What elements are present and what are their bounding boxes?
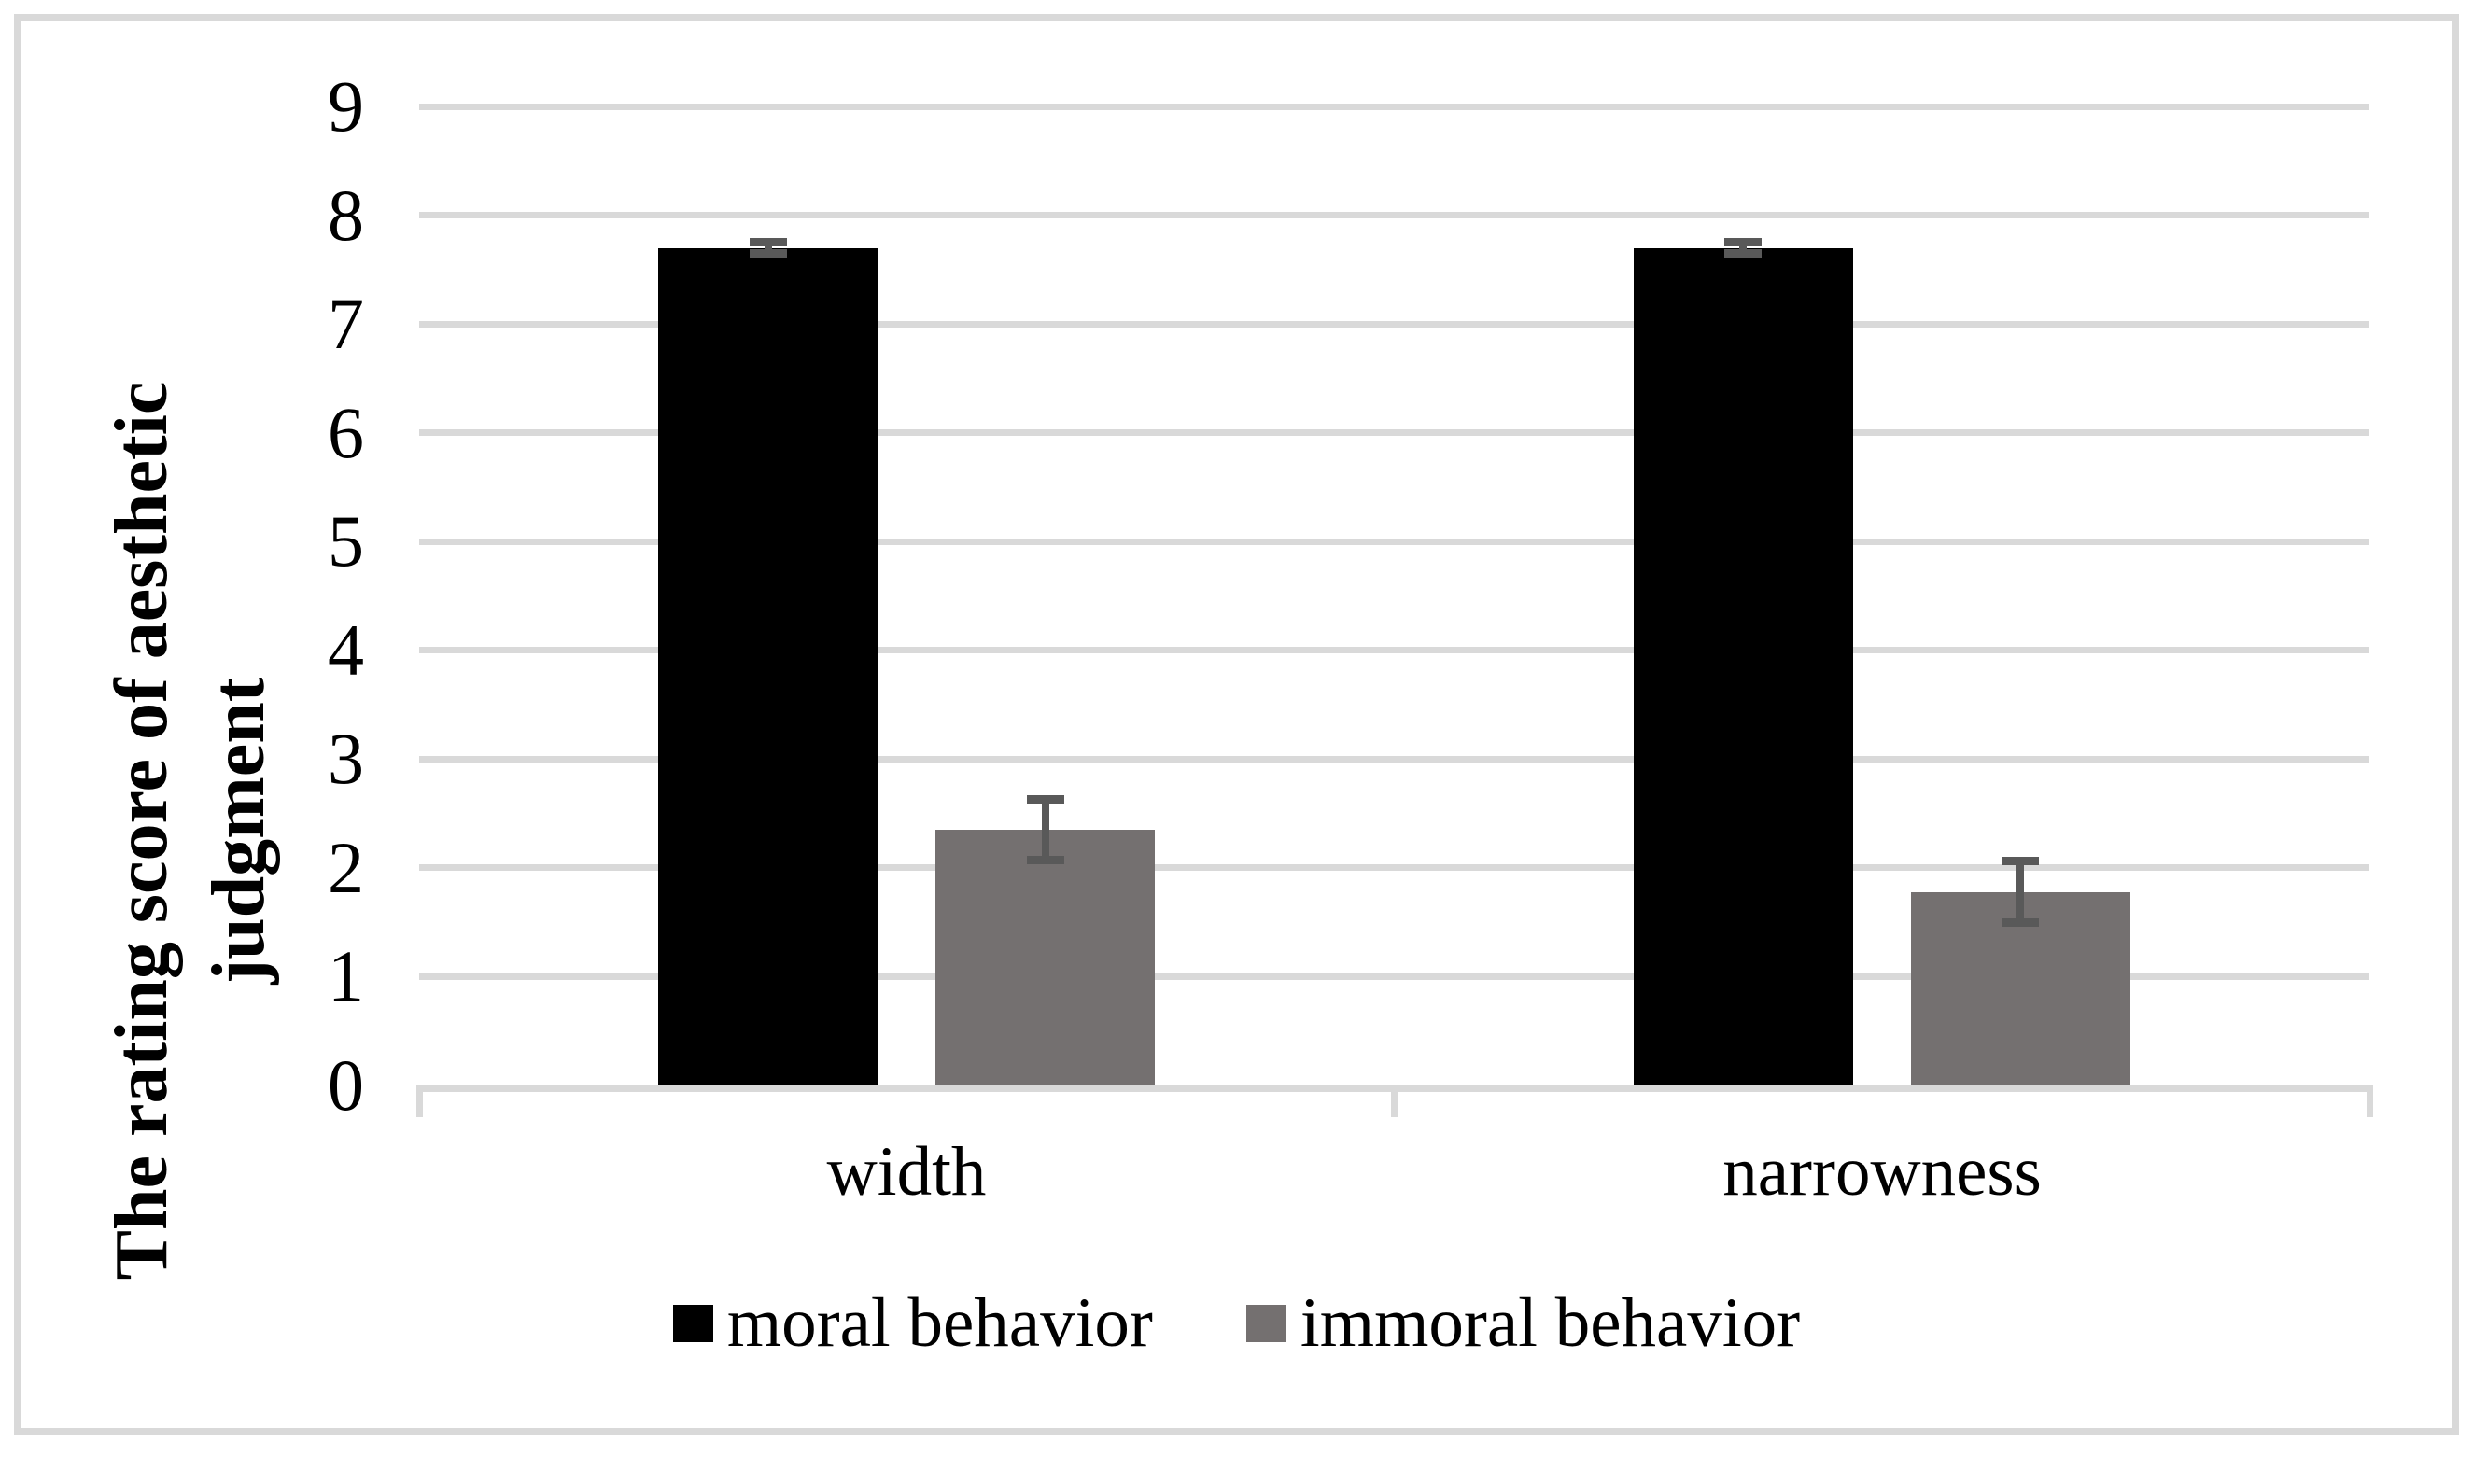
- legend-swatch-immoral-behavior: [1245, 1305, 1286, 1342]
- y-tick-label-1: 1: [328, 935, 364, 1017]
- bar-moral-behavior-width: [658, 247, 878, 1085]
- y-tick-label-7: 7: [328, 283, 364, 365]
- y-tick-label-4: 4: [328, 609, 364, 691]
- y-tick-label-6: 6: [328, 391, 364, 473]
- y-axis-title-line-1: The rating score of aesthetic: [101, 381, 183, 1281]
- error-bar-cap-bottom: [1724, 248, 1763, 258]
- y-tick-label-5: 5: [328, 500, 364, 582]
- error-bar-cap-top: [1724, 238, 1763, 247]
- gridline-9: [419, 103, 2369, 110]
- error-bar-cap-top: [749, 238, 787, 247]
- bar-immoral-behavior-width: [935, 830, 1156, 1085]
- gridline-1: [419, 973, 2369, 980]
- error-bar-cap-bottom: [749, 248, 787, 258]
- gridline-3: [419, 755, 2369, 763]
- x-category-label-narrowness: narrowness: [1722, 1133, 2042, 1211]
- x-axis-tick-2: [2366, 1085, 2373, 1117]
- error-bar-cap-top: [2002, 857, 2040, 866]
- error-bar-stem: [1041, 799, 1049, 861]
- error-bar-stem: [764, 242, 772, 254]
- legend: moral behavior immoral behavior: [0, 1284, 2473, 1362]
- y-tick-label-8: 8: [328, 174, 364, 256]
- legend-item-immoral-behavior: immoral behavior: [1245, 1284, 1801, 1362]
- figure-border: [14, 14, 2459, 1435]
- y-axis-title-line-2: judgment: [198, 677, 280, 985]
- gridline-6: [419, 429, 2369, 437]
- gridline-5: [419, 538, 2369, 545]
- gridline-7: [419, 320, 2369, 328]
- y-tick-label-3: 3: [328, 718, 364, 800]
- y-tick-label-9: 9: [328, 65, 364, 147]
- error-bar-stem: [2016, 861, 2025, 923]
- legend-item-moral-behavior: moral behavior: [672, 1284, 1153, 1362]
- x-axis-tick-0: [415, 1085, 423, 1117]
- legend-label-moral-behavior: moral behavior: [726, 1284, 1153, 1362]
- gridline-4: [419, 647, 2369, 654]
- y-tick-label-0: 0: [328, 1044, 364, 1126]
- legend-swatch-moral-behavior: [672, 1305, 713, 1342]
- plot-area: [419, 103, 2369, 1085]
- error-bar-stem: [1739, 242, 1748, 254]
- error-bar-cap-bottom: [1026, 856, 1064, 865]
- y-tick-label-2: 2: [328, 826, 364, 908]
- gridline-8: [419, 212, 2369, 219]
- gridline-2: [419, 864, 2369, 872]
- x-category-label-width: width: [826, 1133, 987, 1211]
- y-axis-title: The rating score of aesthetic judgment: [93, 177, 289, 1484]
- legend-label-immoral-behavior: immoral behavior: [1300, 1284, 1801, 1362]
- error-bar-cap-bottom: [2002, 917, 2040, 927]
- error-bar-cap-top: [1026, 794, 1064, 804]
- x-axis-tick-1: [1391, 1085, 1398, 1117]
- bar-moral-behavior-narrowness: [1633, 247, 1853, 1085]
